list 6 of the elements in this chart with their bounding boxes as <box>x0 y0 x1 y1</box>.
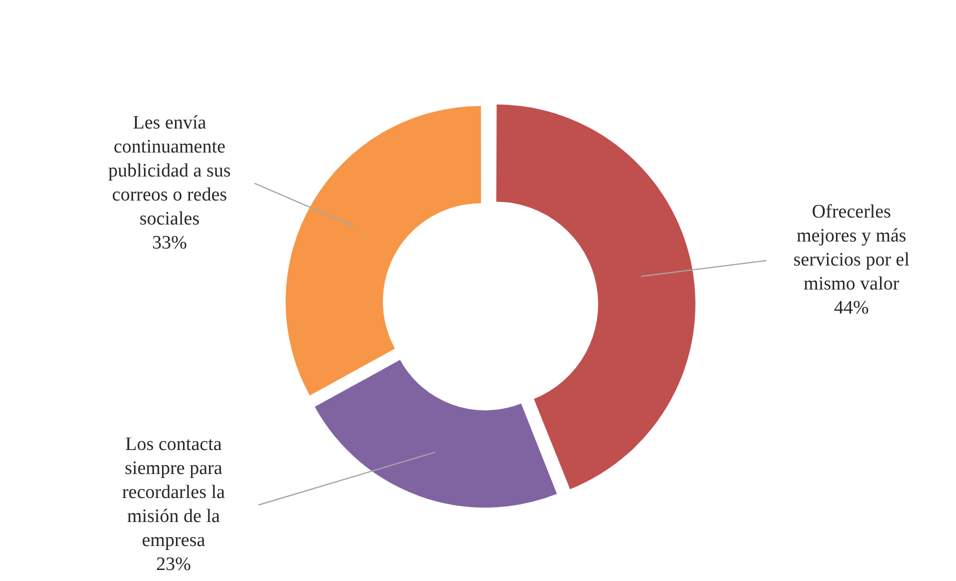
slice-label: Los contacta siempre para recordarles la misión de la empresa <box>122 434 226 551</box>
slice-label: Les envía continuamente publicidad a sus correos o redes sociales <box>108 112 231 230</box>
data-label: 33% <box>152 232 188 254</box>
slice-label: Ofrecerles mejores y más servicios por el mismo valor <box>793 202 910 295</box>
data-label: 44% <box>834 298 870 319</box>
data-label: 23% <box>156 554 192 575</box>
